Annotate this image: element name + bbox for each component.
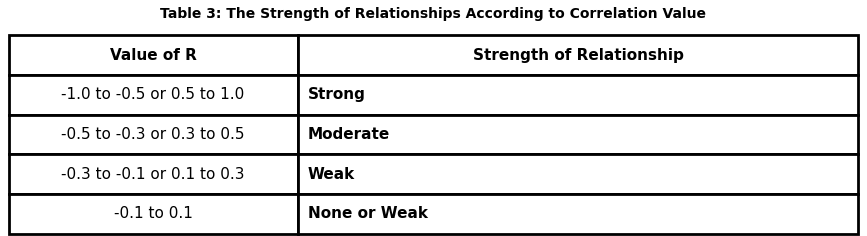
Text: None or Weak: None or Weak xyxy=(308,206,428,221)
Text: -0.1 to 0.1: -0.1 to 0.1 xyxy=(114,206,192,221)
Bar xyxy=(9,35,297,75)
Text: -1.0 to -0.5 or 0.5 to 1.0: -1.0 to -0.5 or 0.5 to 1.0 xyxy=(62,87,244,102)
Text: -0.3 to -0.1 or 0.1 to 0.3: -0.3 to -0.1 or 0.1 to 0.3 xyxy=(62,167,244,182)
Text: -0.5 to -0.3 or 0.3 to 0.5: -0.5 to -0.3 or 0.3 to 0.5 xyxy=(62,127,244,142)
Text: Value of R: Value of R xyxy=(109,48,197,63)
Bar xyxy=(297,35,858,75)
Bar xyxy=(297,115,858,154)
Text: Strong: Strong xyxy=(308,87,366,102)
Bar xyxy=(297,75,858,115)
Text: Table 3: The Strength of Relationships According to Correlation Value: Table 3: The Strength of Relationships A… xyxy=(160,7,707,21)
Bar xyxy=(9,75,297,115)
Text: Strength of Relationship: Strength of Relationship xyxy=(473,48,683,63)
Bar xyxy=(9,194,297,234)
Bar xyxy=(9,154,297,194)
Text: Moderate: Moderate xyxy=(308,127,390,142)
Bar xyxy=(297,194,858,234)
Bar xyxy=(9,115,297,154)
Text: Weak: Weak xyxy=(308,167,355,182)
Bar xyxy=(297,154,858,194)
